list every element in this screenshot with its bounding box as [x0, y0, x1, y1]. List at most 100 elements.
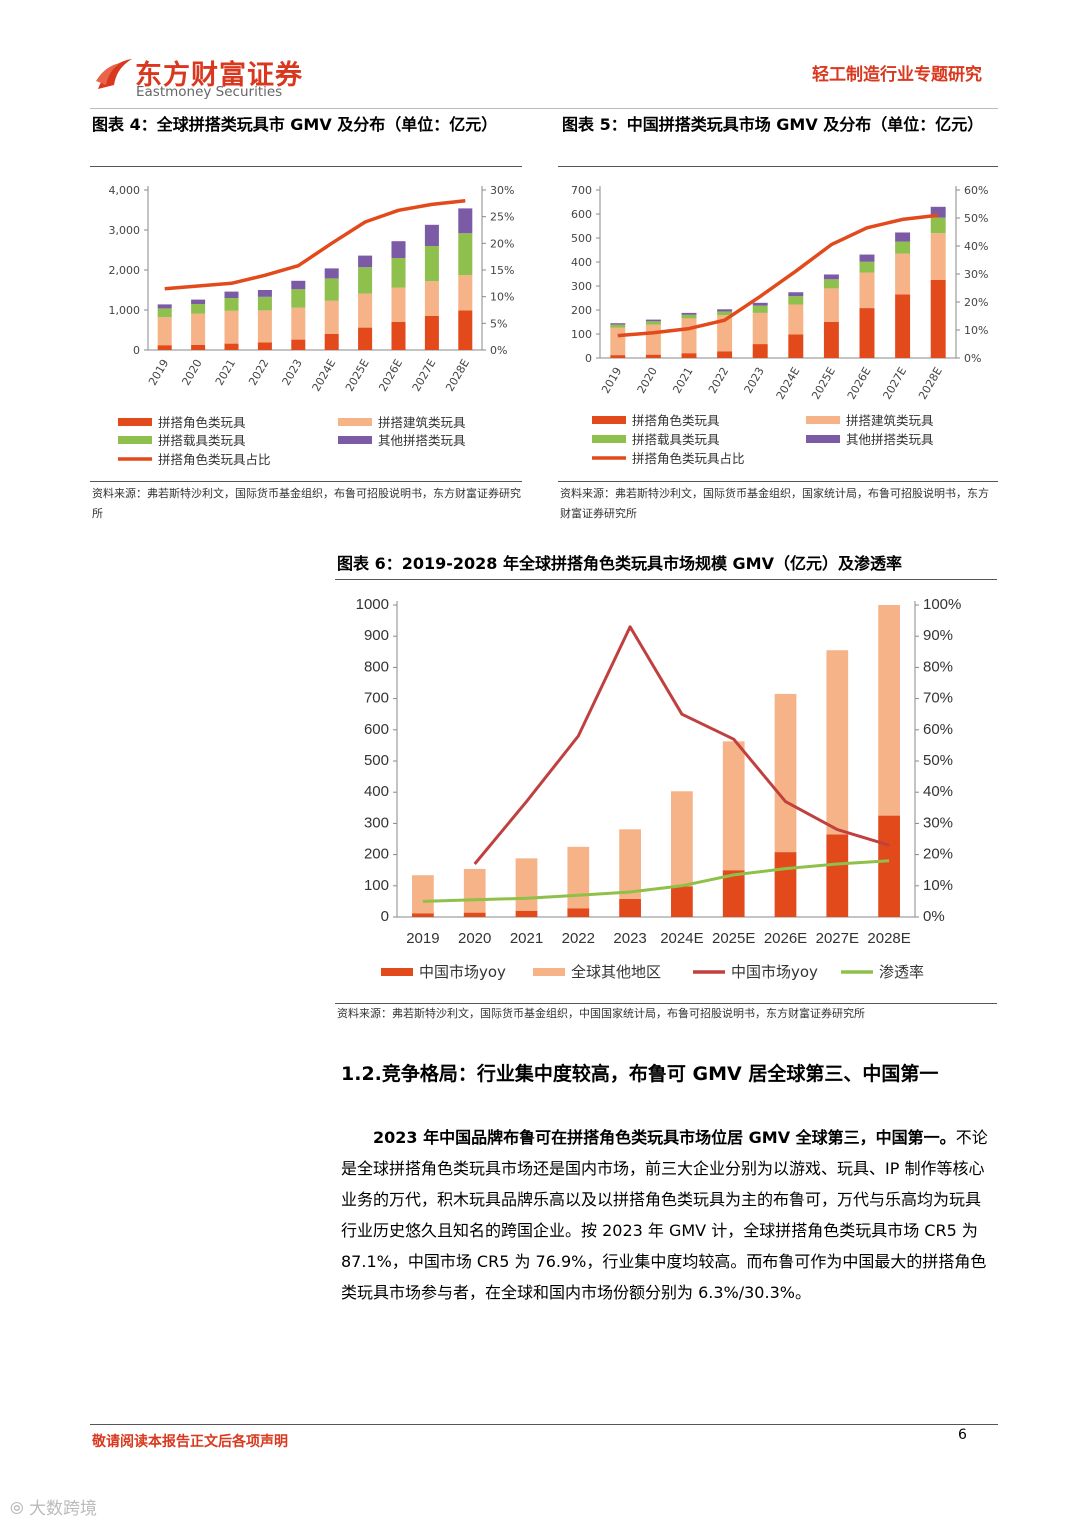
fig4-chart: 0 1,000 2,000 3,000 4,000 0% 5% 10% 15% 20% 25% 30%…: [109, 184, 515, 467]
x-tick-label: 2021: [510, 930, 543, 947]
x-tick-label: 2023: [280, 357, 305, 388]
bar-segment: [515, 910, 538, 917]
legend-swatch: [533, 968, 565, 976]
bar-segment: [291, 339, 306, 350]
x-tick-label: 2020: [635, 365, 660, 396]
y-tick-label: 300: [571, 280, 592, 293]
x-tick-label: 2023: [613, 930, 646, 947]
x-tick-label: 2025E: [712, 930, 755, 947]
bar-segment: [157, 345, 172, 350]
y2-tick-label: 20%: [923, 846, 953, 863]
y-tick-label: 700: [364, 690, 389, 707]
bar-segment: [930, 217, 946, 234]
bar-segment: [895, 253, 911, 295]
y-tick-label: 0: [585, 352, 592, 365]
bar-segment: [424, 316, 439, 350]
bar-segment: [788, 292, 804, 297]
x-tick-label: 2021: [670, 365, 695, 396]
bar-segment: [291, 307, 306, 340]
bar-segment: [324, 268, 339, 279]
y-tick-label: 500: [571, 232, 592, 245]
bar-segment: [191, 344, 206, 350]
y-tick-label: 0: [133, 344, 140, 357]
legend-label: 其他拼搭类玩具: [846, 432, 934, 447]
bar-segment: [752, 344, 768, 358]
y-tick-label: 2,000: [109, 264, 141, 277]
legend-label: 渗透率: [879, 963, 924, 981]
x-tick-label: 2024E: [660, 930, 703, 947]
bar-segment: [823, 322, 839, 358]
bar-segment: [358, 267, 373, 294]
bar-segment: [257, 296, 272, 311]
fig4-source-rule: [90, 481, 522, 482]
y2-tick-label: 80%: [923, 658, 953, 675]
section-title: 1.2.竞争格局：行业集中度较高，布鲁可 GMV 居全球第三、中国第一: [341, 1063, 939, 1085]
x-tick-label: 2019: [146, 357, 171, 388]
y2-tick-label: 0%: [923, 908, 945, 925]
y-tick-label: 100: [364, 877, 389, 894]
bar-segment: [610, 323, 626, 325]
y2-tick-label: 40%: [923, 783, 953, 800]
logo-text-cn: 东方财富证券: [135, 60, 303, 91]
bar-segment: [788, 296, 804, 305]
x-tick-label: 2028E: [867, 930, 910, 947]
bar-segment: [895, 241, 911, 254]
y-tick-label: 500: [364, 752, 389, 769]
bar-segment: [191, 299, 206, 304]
bar-segment: [610, 324, 626, 328]
y2-tick-label: 20%: [964, 296, 988, 309]
x-tick-label: 2027E: [410, 357, 439, 394]
bar-segment: [826, 834, 849, 917]
x-tick-label: 2022: [706, 365, 731, 396]
bar-segment: [717, 311, 733, 316]
bar-segment: [424, 246, 439, 282]
bar-segment: [681, 318, 697, 354]
bar-segment: [671, 791, 693, 887]
bar-segment: [157, 308, 172, 318]
y-tick-label: 900: [364, 627, 389, 644]
x-tick-label: 2022: [246, 357, 271, 388]
bar-segment: [463, 912, 486, 917]
bar-segment: [567, 846, 590, 909]
y2-tick-label: 60%: [923, 721, 953, 738]
page-number: 6: [958, 1427, 967, 1443]
legend-swatch: [806, 435, 840, 443]
bar-segment: [424, 224, 439, 246]
bar-segment: [681, 353, 697, 358]
legend-label: 拼搭角色类玩具: [158, 415, 246, 430]
legend-swatch: [806, 416, 840, 424]
bar-segment: [930, 233, 946, 280]
paragraph-body: 不论是全球拼搭角色类玩具市场还是国内市场，前三大企业分别为以游戏、玩具、IP 制…: [341, 1128, 988, 1302]
bar-segment: [358, 293, 373, 328]
bar-segment: [878, 605, 900, 816]
y-tick-label: 700: [571, 184, 592, 197]
header-divider: [90, 108, 998, 109]
x-tick-label: 2025E: [343, 357, 372, 394]
x-tick-label: 2020: [179, 357, 204, 388]
bar-segment: [257, 342, 272, 350]
legend-swatch: [381, 968, 413, 976]
fig6-caption: 图表 6：2019-2028 年全球拼搭角色类玩具市场规模 GMV（亿元）及渗透…: [337, 554, 902, 573]
bar-segment: [752, 312, 768, 345]
x-tick-label: 2022: [562, 930, 595, 947]
bar-segment: [717, 351, 733, 358]
series-line: [473, 625, 890, 865]
y-tick-label: 400: [364, 783, 389, 800]
series-line: [164, 198, 466, 291]
legend-label: 拼搭建筑类玩具: [378, 415, 466, 430]
bar-segment: [826, 650, 849, 835]
bar-segment: [412, 875, 434, 914]
fig5-caption: 图表 5：中国拼搭类玩具市场 GMV 及分布（单位：亿元）: [562, 115, 984, 134]
fig4-caption-rule: [90, 166, 522, 167]
legend-swatch: [592, 416, 626, 424]
x-tick-label: 2021: [213, 357, 238, 388]
bar-segment: [515, 858, 538, 911]
x-tick-label: 2026E: [376, 357, 405, 394]
bar-segment: [157, 304, 172, 309]
bar-segment: [291, 280, 306, 290]
legend-label: 拼搭角色类玩具: [632, 413, 720, 428]
x-tick-label: 2028E: [443, 357, 472, 394]
bar-segment: [458, 310, 473, 350]
bar-segment: [458, 208, 473, 234]
paragraph-lead: 2023 年中国品牌布鲁可在拼搭角色类玩具市场位居 GMV 全球第三，中国第一。: [373, 1128, 956, 1147]
